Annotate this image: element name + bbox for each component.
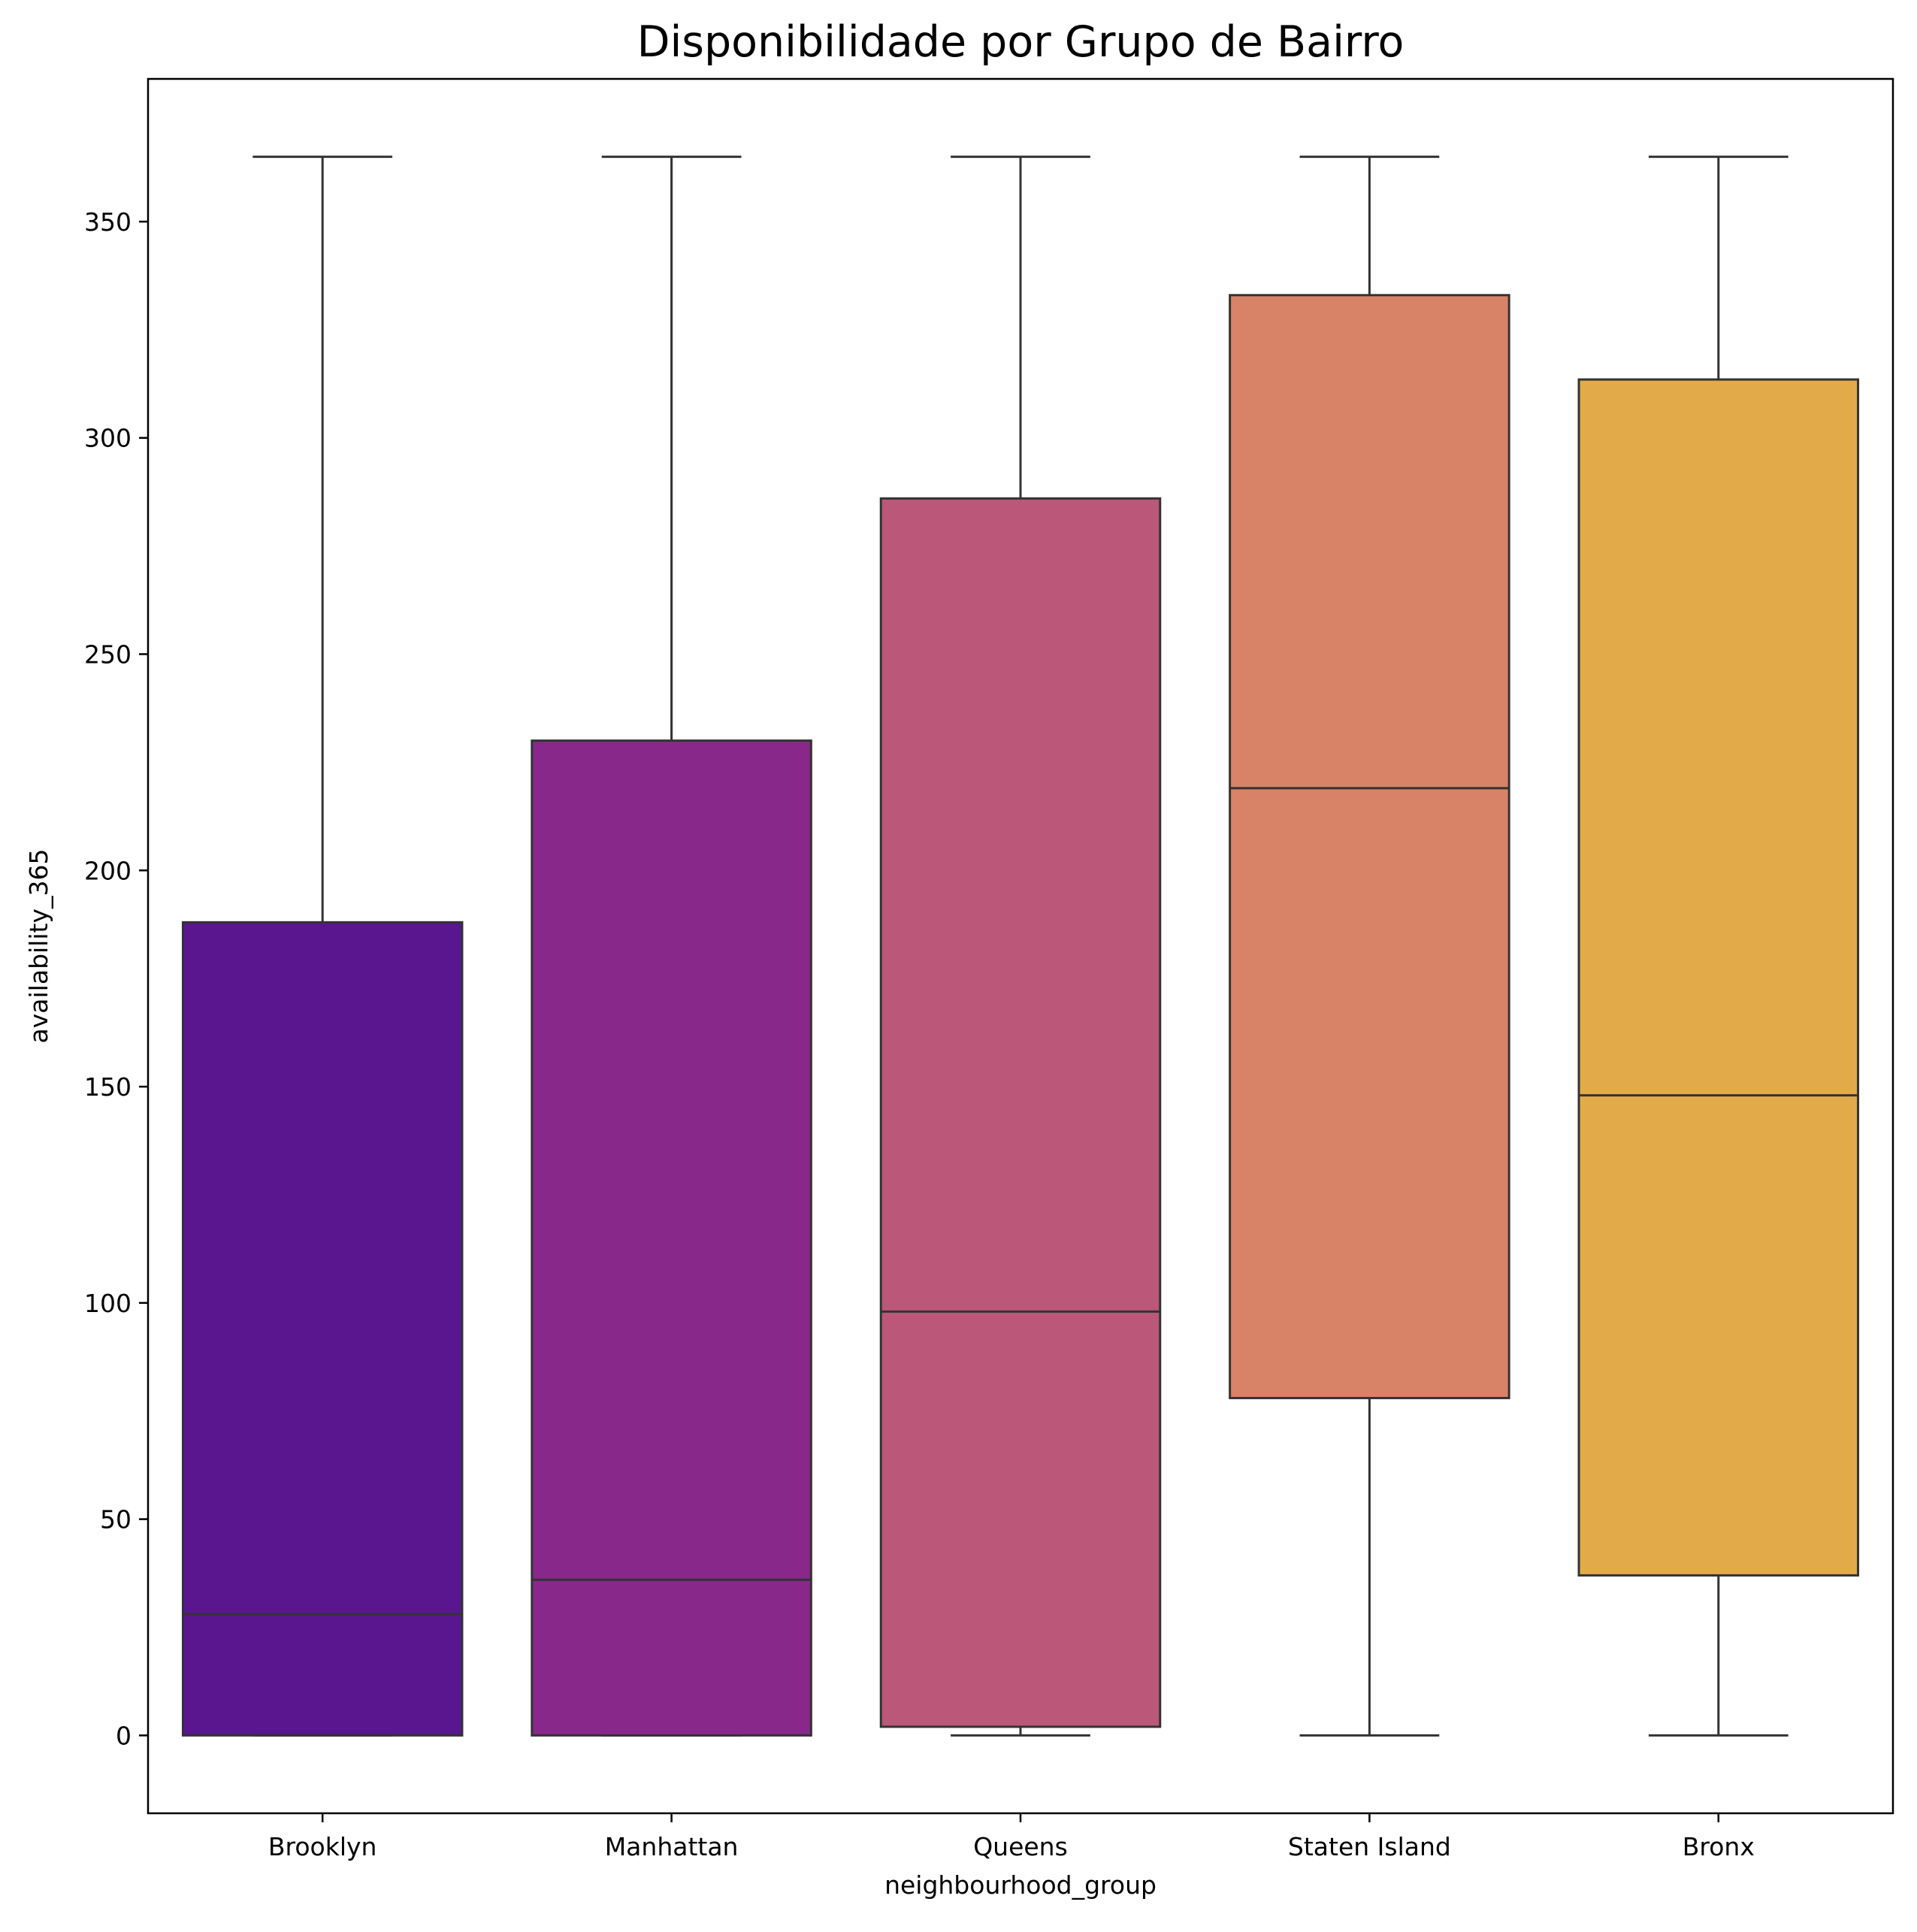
box-queens [879,156,1162,1737]
x-axis-label: neighbourhood_group [884,1870,1157,1900]
x-tick-label: Queens [973,1832,1068,1861]
plot-frame [147,77,1894,1815]
plot-marks [181,156,1860,1737]
box-iqr [1229,294,1510,1399]
box-iqr [531,739,812,1737]
box-brooklyn [181,156,464,1737]
y-axis-label: availability_365 [24,849,53,1044]
x-tick-label: Bronx [1683,1832,1755,1861]
y-axis: 0 50 100 150 200 250 300 350 [84,207,148,1750]
box-bronx [1577,156,1860,1737]
chart-title: Disponibilidade por Grupo de Bairro [637,17,1404,67]
box-iqr [879,497,1162,1728]
box-iqr [1577,378,1860,1577]
y-tick-label: 150 [84,1072,132,1102]
y-tick-label: 50 [100,1505,132,1534]
box-manhattan [531,156,812,1737]
y-tick-label: 350 [84,207,132,237]
x-axis: Brooklyn Manhattan Queens Staten Island Bron… [268,1813,1755,1861]
box-staten-island [1229,156,1510,1737]
y-tick-label: 100 [84,1289,132,1318]
box-iqr [181,921,464,1737]
x-tick-label: Brooklyn [268,1832,377,1861]
y-tick-label: 200 [84,856,132,885]
x-tick-label: Manhattan [605,1832,739,1861]
y-tick-label: 250 [84,639,132,669]
x-tick-label: Staten Island [1288,1832,1451,1861]
y-tick-label: 300 [84,424,132,453]
y-tick-label: 0 [116,1721,132,1750]
